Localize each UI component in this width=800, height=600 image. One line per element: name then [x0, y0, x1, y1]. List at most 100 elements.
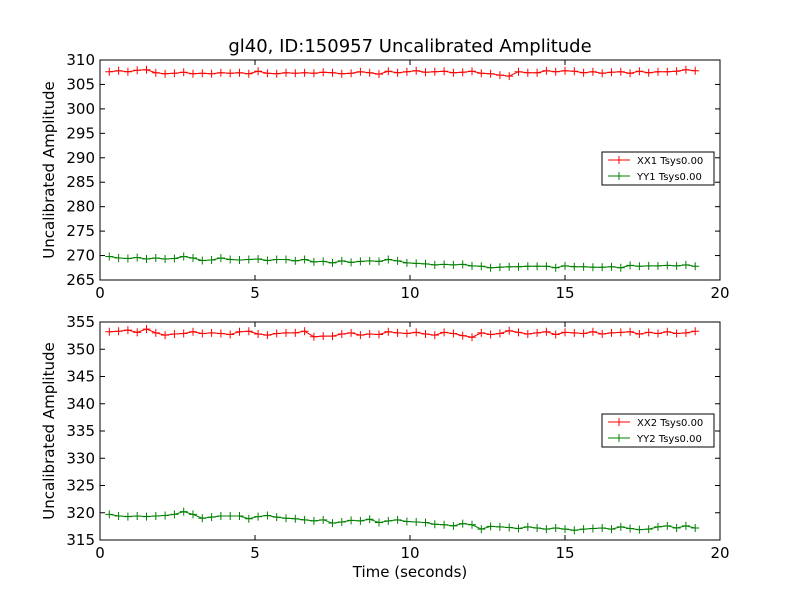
data-point: [607, 262, 616, 271]
data-point: [663, 521, 672, 530]
data-point: [458, 331, 467, 340]
data-point: [319, 515, 328, 524]
x-tick-label: 20: [710, 544, 729, 562]
data-point: [430, 260, 439, 269]
data-point: [561, 525, 569, 534]
data-point: [216, 254, 225, 262]
data-point: [598, 524, 607, 533]
data-point: [551, 524, 560, 533]
data-point: [291, 256, 300, 265]
data-point: [123, 512, 132, 521]
series-line-1: [109, 328, 696, 338]
x-tick-label: 5: [250, 544, 260, 562]
data-point: [272, 329, 281, 338]
data-point: [375, 70, 383, 79]
data-point: [635, 525, 644, 534]
data-point: [691, 327, 700, 336]
data-point: [123, 254, 132, 263]
data-point: [142, 512, 151, 521]
data-point: [430, 331, 439, 340]
data-point: [486, 263, 495, 272]
data-point: [337, 329, 346, 338]
data-point: [440, 520, 449, 529]
data-point: [319, 257, 328, 266]
data-point: [170, 510, 179, 519]
data-point: [207, 513, 216, 522]
data-point: [570, 67, 579, 76]
data-point: [570, 526, 579, 535]
data-point: [356, 257, 365, 266]
data-point: [300, 515, 309, 524]
data-point: [533, 524, 542, 533]
data-point: [263, 331, 272, 340]
data-point: [365, 68, 374, 77]
legend-label: XX1 Tsys0.00: [637, 156, 703, 167]
y-tick-label: 270: [66, 247, 95, 265]
data-point: [449, 329, 458, 338]
data-point: [644, 525, 653, 534]
data-point: [254, 329, 263, 338]
data-point: [598, 263, 607, 272]
data-point: [263, 511, 272, 520]
data-point: [365, 256, 374, 265]
data-point: [551, 263, 560, 272]
data-point: [616, 328, 625, 337]
data-point: [486, 522, 495, 531]
data-point: [375, 330, 383, 339]
data-point: [291, 328, 300, 337]
data-point: [133, 512, 142, 521]
x-tick-label: 5: [250, 284, 260, 302]
data-point: [468, 261, 476, 270]
y-tick-label: 355: [66, 313, 95, 331]
data-point: [570, 262, 579, 271]
data-point: [588, 67, 597, 76]
data-point: [151, 512, 160, 521]
data-point: [533, 328, 542, 337]
data-point: [523, 262, 532, 271]
data-point: [179, 329, 188, 338]
data-point: [570, 328, 579, 337]
data-point: [402, 67, 411, 76]
data-point: [105, 252, 114, 261]
y-tick-label: 305: [66, 75, 95, 93]
data-point: [375, 518, 383, 527]
y-tick-label: 265: [66, 271, 95, 289]
y-tick-label: 340: [66, 395, 95, 413]
data-point: [412, 66, 421, 75]
data-point: [412, 518, 421, 527]
x-axis-label: Time (seconds): [352, 563, 468, 581]
data-point: [170, 69, 179, 78]
data-point: [561, 261, 569, 270]
data-point: [263, 256, 272, 265]
data-point: [365, 515, 374, 524]
data-point: [468, 333, 476, 342]
data-point: [207, 328, 216, 337]
data-point: [449, 521, 458, 530]
data-point: [347, 516, 356, 525]
y-tick-label: 275: [66, 222, 95, 240]
data-point: [523, 329, 532, 338]
data-point: [244, 255, 253, 264]
data-point: [644, 261, 653, 270]
data-point: [337, 518, 346, 527]
figure-title: gl40, ID:150957 Uncalibrated Amplitude: [228, 36, 591, 57]
data-point: [161, 254, 170, 263]
data-point: [337, 256, 346, 265]
data-point: [300, 327, 309, 336]
data-point: [412, 259, 421, 268]
data-point: [542, 262, 551, 271]
data-point: [244, 327, 253, 336]
data-point: [412, 328, 421, 337]
data-point: [514, 524, 523, 533]
data-point: [170, 254, 179, 263]
legend-marker: [615, 434, 623, 442]
legend-marker: [615, 156, 623, 164]
data-point: [300, 255, 309, 264]
data-point: [542, 525, 551, 534]
legend: XX1 Tsys0.00 YY1 Tsys0.00: [601, 151, 715, 186]
y-tick-label: 290: [66, 149, 95, 167]
data-point: [644, 68, 653, 77]
data-point: [282, 514, 290, 523]
data-point: [105, 327, 114, 336]
